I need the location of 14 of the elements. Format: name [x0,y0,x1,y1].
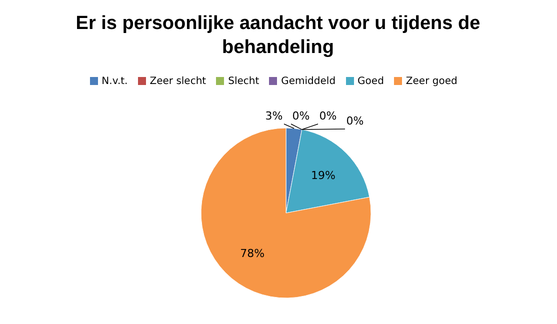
text: 0% [346,114,364,128]
text: 0% [319,110,337,122]
legend-label: N.v.t. [102,76,128,87]
legend-label: Zeer goed [406,76,458,87]
legend-label: Goed [358,76,384,87]
pie-slice [200,128,372,298]
data-label: 78% [240,247,265,260]
text: 0% [292,110,310,122]
legend-label: Zeer slecht [150,76,206,87]
legend-label: Slecht [228,76,260,87]
data-label: 19% [311,169,336,182]
legend-label: Gemiddeld [281,76,336,87]
data-label: 3% [265,110,283,122]
chart-title: Er is persoonlijke aandacht voor u tijdens de behandeling [74,12,482,60]
